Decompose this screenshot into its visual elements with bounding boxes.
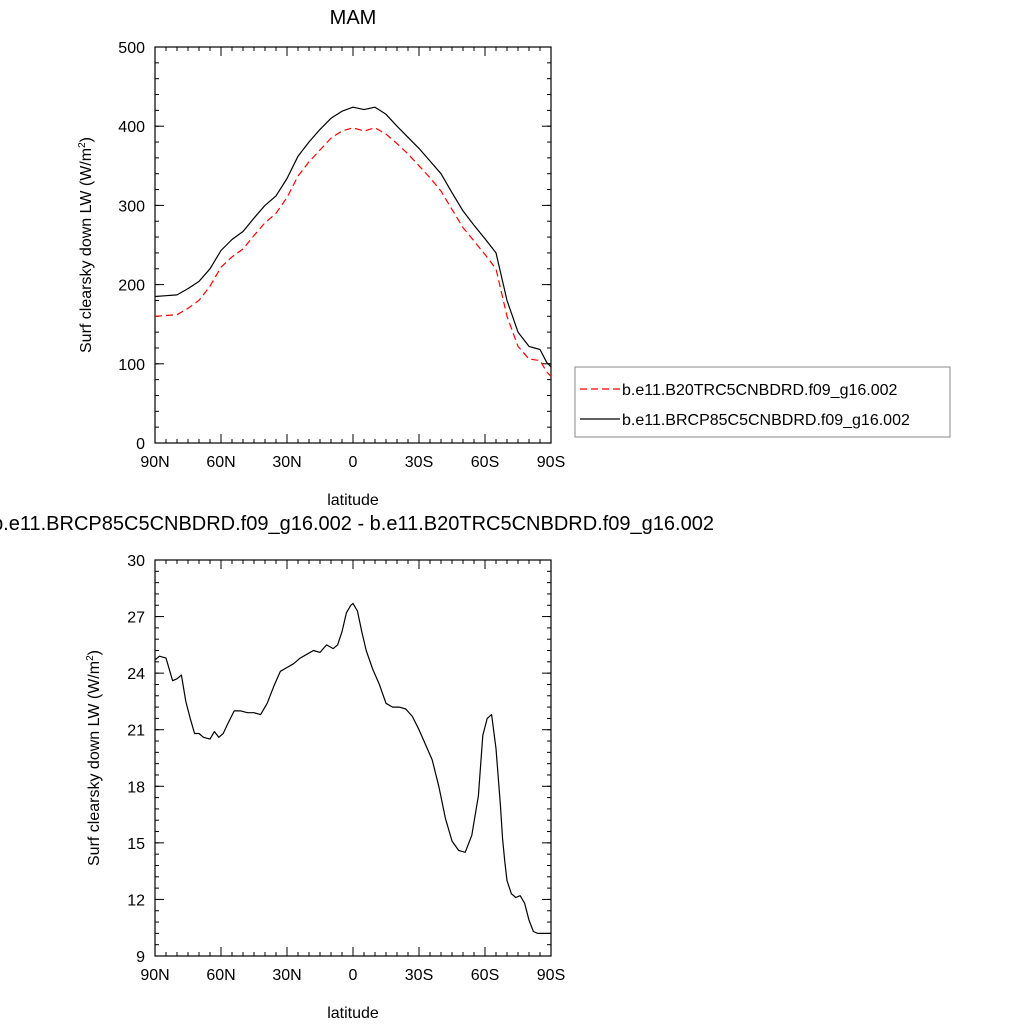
x-tick-label: 0 [349,967,358,984]
legend-label-historical: b.e11.B20TRC5CNBDRD.f09_g16.002 [622,382,898,399]
top-x-axis-label: latitude [327,492,379,509]
x-tick-label: 90S [537,454,565,471]
top-y-axis-label: Surf clearsky down LW (W/m2) [77,137,95,353]
y-tick-label: 15 [127,836,145,853]
top-panel: MAM 90N 60N 30N 0 30S 60S 90S0100200300400500 … [77,7,951,509]
bottom-y-axis-label: Surf clearsky down LW (W/m2) [85,650,103,866]
x-tick-label: 30S [405,967,433,984]
bottom-x-axis-label: latitude [327,1005,379,1022]
y-tick-label: 27 [127,610,145,627]
y-tick-label: 24 [127,666,145,683]
y-tick-label: 400 [118,119,145,136]
bottom-chart-title: b.e11.BRCP85C5CNBDRD.f09_g16.002 - b.e11… [0,513,714,535]
series-line-0-1 [154,106,552,368]
y-tick-label: 12 [127,892,145,909]
y-tick-label: 500 [118,40,145,57]
x-tick-label: 30N [272,454,301,471]
top-chart-title: MAM [330,7,377,29]
plot-frame [154,46,552,444]
x-tick-label: 90N [140,454,169,471]
x-tick-label: 30S [405,454,433,471]
x-tick-label: 90S [537,967,565,984]
x-tick-label: 60N [206,454,235,471]
legend-label-rcp85: b.e11.BRCP85C5CNBDRD.f09_g16.002 [622,412,910,429]
x-tick-label: 60S [471,967,499,984]
y-tick-label: 18 [127,779,145,796]
y-tick-label: 0 [136,436,145,453]
top-plot-area: 90N 60N 30N 0 30S 60S 90S 0 100 200 300 400 500 [118,40,565,471]
y-tick-label: 200 [118,278,145,295]
y-tick-label: 100 [118,357,145,374]
x-tick-label: 0 [349,454,358,471]
x-tick-label: 90N [140,967,169,984]
plot-frame [154,559,552,957]
x-tick-label: 60S [471,454,499,471]
series-line-1-0 [154,602,551,935]
legend-box [574,366,951,438]
x-tick-label: 30N [272,967,301,984]
y-tick-label: 21 [127,723,145,740]
bottom-panel: b.e11.BRCP85C5CNBDRD.f09_g16.002 - b.e11… [0,513,714,1022]
y-tick-label: 30 [127,553,145,570]
series-line-0-0 [154,127,552,377]
y-tick-label: 9 [136,949,145,966]
y-tick-label: 300 [118,198,145,215]
legend: b.e11.B20TRC5CNBDRD.f09_g16.002 b.e11.BR… [574,366,951,438]
x-tick-label: 60N [206,967,235,984]
bottom-plot-area: 90N 60N 30N 0 30S 60S 90S 9 12 15 18 21 24 27 30 [127,553,565,984]
